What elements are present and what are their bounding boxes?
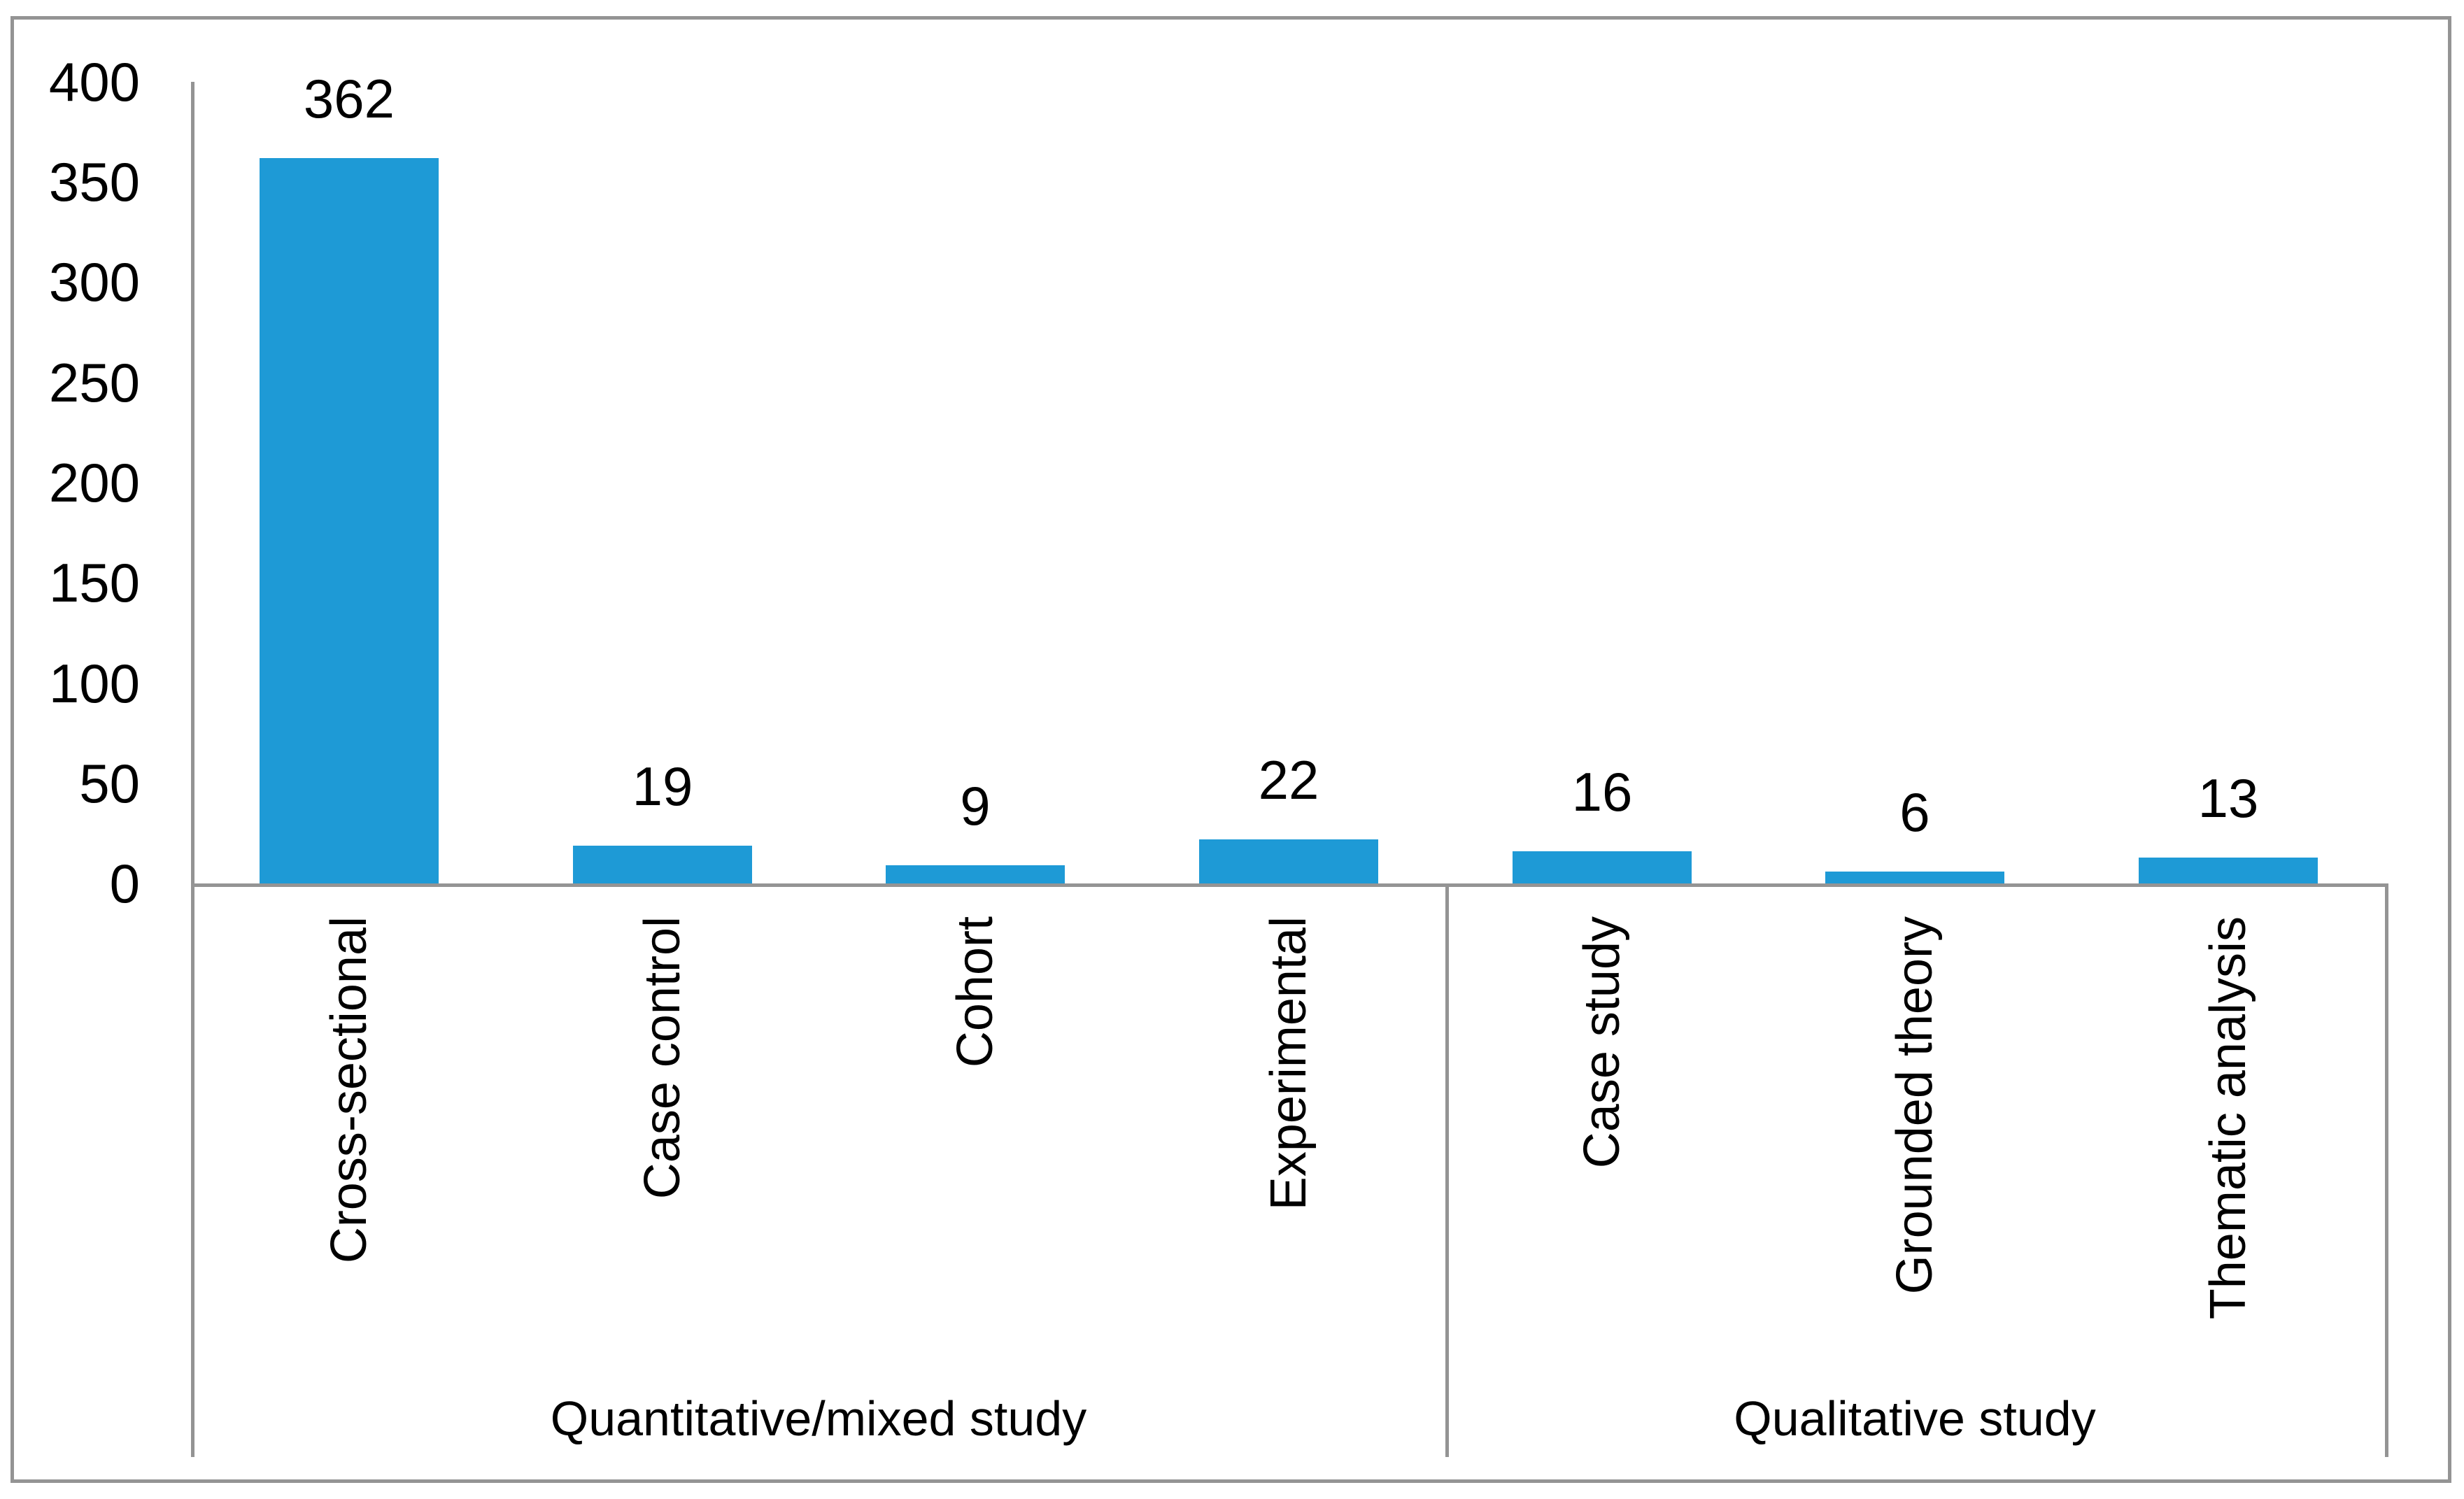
category-label-cross-sectional: Cross-sectional [321, 916, 377, 1264]
y-tick-label-350: 350 [48, 151, 140, 213]
y-tick-label-250: 250 [48, 352, 140, 413]
bar-value-label-case-control: 19 [632, 755, 693, 817]
y-tick-label-150: 150 [48, 552, 140, 613]
figure-border [10, 16, 2451, 1483]
y-tick-label-50: 50 [79, 753, 140, 814]
bar-case-control [573, 846, 752, 883]
bar-cross-sectional [260, 158, 439, 883]
bar-value-label-grounded-theory: 6 [1899, 781, 1930, 843]
x-axis-line [191, 883, 2388, 887]
bar-thematic-analysis [2139, 858, 2318, 883]
bar-cohort [886, 865, 1065, 883]
category-label-case-control: Case control [635, 916, 691, 1200]
y-tick-label-400: 400 [48, 51, 140, 113]
group-label-qualitative-study: Qualitative study [1734, 1391, 2096, 1446]
category-label-case-study: Case study [1574, 916, 1630, 1169]
category-label-experimental: Experimental [1261, 916, 1317, 1211]
y-tick-label-100: 100 [48, 653, 140, 714]
bar-value-label-experimental: 22 [1258, 749, 1319, 811]
bar-experimental [1199, 839, 1378, 883]
group-divider-line [1445, 887, 1449, 1457]
y-tick-label-300: 300 [48, 251, 140, 313]
category-label-grounded-theory: Grounded theory [1887, 916, 1943, 1295]
y-tick-label-200: 200 [48, 452, 140, 513]
bar-value-label-case-study: 16 [1571, 761, 1633, 823]
bar-value-label-cohort: 9 [960, 775, 991, 837]
y-axis-line [191, 82, 194, 1457]
bar-case-study [1513, 851, 1692, 883]
bar-value-label-thematic-analysis: 13 [2197, 767, 2259, 829]
category-area-right-line [2385, 887, 2388, 1457]
bar-value-label-cross-sectional: 362 [303, 68, 395, 129]
category-label-cohort: Cohort [947, 916, 1003, 1068]
category-label-thematic-analysis: Thematic analysis [2200, 916, 2256, 1320]
group-label-quantitative-mixed-study: Quantitative/mixed study [550, 1391, 1087, 1446]
bar-grounded-theory [1825, 872, 2004, 883]
y-tick-label-0: 0 [109, 853, 140, 914]
